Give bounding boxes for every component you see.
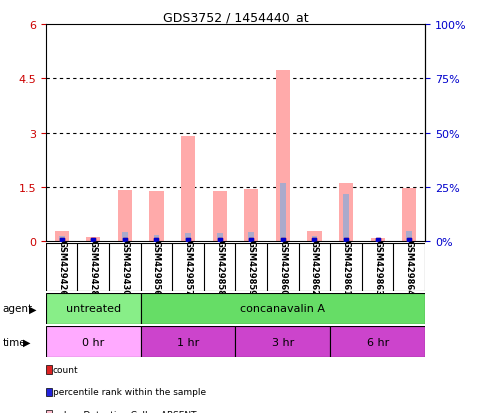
Bar: [307, 231, 322, 242]
Text: value, Detection Call = ABSENT: value, Detection Call = ABSENT: [53, 410, 196, 413]
Text: GSM429430: GSM429430: [120, 240, 129, 295]
Text: GSM429860: GSM429860: [278, 240, 287, 295]
Text: GSM429863: GSM429863: [373, 240, 382, 295]
Point: [58, 237, 66, 243]
Bar: [236, 326, 330, 357]
Text: GSM429426: GSM429426: [57, 240, 66, 295]
Point: [184, 237, 192, 243]
Text: ▶: ▶: [29, 304, 37, 314]
Point: [184, 237, 192, 244]
Point: [216, 237, 224, 244]
Bar: [149, 192, 164, 242]
Bar: [55, 231, 69, 242]
Point: [153, 237, 160, 244]
Point: [58, 237, 66, 244]
Bar: [46, 326, 141, 357]
Text: 6 hr: 6 hr: [367, 337, 389, 347]
Bar: [330, 326, 425, 357]
Point: [247, 237, 255, 244]
Text: GSM429862: GSM429862: [310, 240, 319, 295]
Point: [342, 237, 350, 244]
Bar: [86, 237, 100, 242]
Point: [405, 237, 413, 243]
Text: GSM429857: GSM429857: [184, 240, 193, 295]
Bar: [213, 192, 227, 242]
Text: ▶: ▶: [23, 337, 30, 347]
Bar: [154, 235, 159, 242]
Text: GSM429428: GSM429428: [89, 240, 98, 295]
Bar: [141, 293, 425, 324]
Point: [374, 237, 382, 243]
Bar: [59, 237, 65, 242]
Bar: [339, 183, 353, 242]
Text: 0 hr: 0 hr: [82, 337, 104, 347]
Text: GSM429864: GSM429864: [405, 240, 414, 295]
Point: [89, 237, 97, 243]
Text: GSM429856: GSM429856: [152, 240, 161, 295]
Bar: [248, 232, 254, 242]
Point: [153, 237, 160, 243]
Bar: [181, 137, 195, 242]
Point: [121, 237, 129, 243]
Point: [121, 237, 129, 244]
Point: [311, 237, 318, 243]
Bar: [185, 234, 191, 242]
Bar: [375, 240, 381, 242]
Bar: [276, 71, 290, 242]
Bar: [90, 240, 96, 242]
Text: untreated: untreated: [66, 304, 121, 314]
Point: [279, 237, 287, 243]
Title: GDS3752 / 1454440_at: GDS3752 / 1454440_at: [163, 11, 308, 24]
Bar: [312, 237, 317, 242]
Text: time: time: [2, 337, 26, 347]
Bar: [46, 293, 141, 324]
Bar: [244, 190, 258, 242]
Text: GSM429859: GSM429859: [247, 240, 256, 295]
Point: [342, 237, 350, 243]
Text: concanavalin A: concanavalin A: [241, 304, 326, 314]
Point: [89, 237, 97, 244]
Point: [374, 237, 382, 244]
Bar: [343, 195, 349, 242]
Bar: [217, 234, 223, 242]
Point: [311, 237, 318, 244]
Bar: [406, 232, 412, 242]
Bar: [118, 191, 132, 242]
Bar: [141, 326, 236, 357]
Text: GSM429858: GSM429858: [215, 240, 224, 295]
Text: 1 hr: 1 hr: [177, 337, 199, 347]
Bar: [370, 239, 385, 242]
Point: [247, 237, 255, 243]
Text: count: count: [53, 365, 78, 374]
Bar: [402, 188, 416, 242]
Bar: [280, 183, 286, 242]
Text: 3 hr: 3 hr: [272, 337, 294, 347]
Text: percentile rank within the sample: percentile rank within the sample: [53, 387, 206, 396]
Point: [216, 237, 224, 243]
Point: [405, 237, 413, 244]
Text: GSM429861: GSM429861: [341, 240, 351, 295]
Bar: [122, 233, 128, 242]
Text: agent: agent: [2, 304, 32, 314]
Point: [279, 237, 287, 244]
